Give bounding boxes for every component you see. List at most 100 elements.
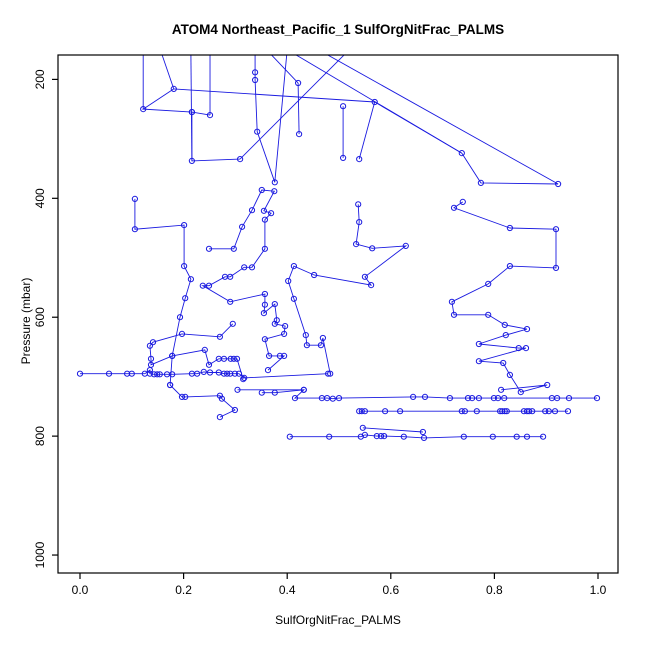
profile-line bbox=[191, 112, 241, 162]
data-point bbox=[128, 370, 135, 377]
data-point bbox=[182, 295, 189, 302]
data-point bbox=[281, 352, 288, 359]
data-point bbox=[271, 179, 278, 186]
data-point bbox=[227, 355, 234, 362]
data-point bbox=[302, 332, 309, 339]
data-point bbox=[248, 264, 256, 271]
data-point bbox=[182, 393, 189, 400]
x-axis-tick-label: 0.2 bbox=[175, 583, 192, 597]
profile-segment bbox=[239, 55, 345, 160]
data-point bbox=[281, 330, 288, 337]
data-point bbox=[565, 395, 573, 402]
data-point bbox=[523, 433, 531, 440]
x-axis-label: SulfOrgNitFrac_PALMS bbox=[275, 613, 401, 627]
data-point bbox=[382, 408, 389, 415]
data-point bbox=[151, 371, 158, 378]
data-point bbox=[261, 216, 268, 223]
data-point bbox=[76, 370, 84, 377]
data-point bbox=[290, 295, 297, 302]
data-point bbox=[233, 355, 241, 362]
plot-box bbox=[57, 54, 619, 574]
data-point bbox=[188, 157, 195, 164]
profile-line bbox=[201, 189, 286, 371]
data-point bbox=[501, 395, 508, 402]
data-point bbox=[230, 355, 237, 362]
profile-segment bbox=[326, 55, 559, 185]
data-point bbox=[229, 320, 236, 327]
y-axis-tick-label: 200 bbox=[33, 69, 47, 89]
data-point bbox=[317, 342, 324, 349]
data-point bbox=[325, 370, 332, 377]
data-point bbox=[458, 150, 465, 157]
data-point bbox=[240, 376, 247, 383]
profile-line bbox=[261, 389, 597, 400]
data-point bbox=[460, 433, 467, 440]
data-point bbox=[506, 224, 513, 232]
data-point bbox=[218, 395, 225, 402]
data-point bbox=[227, 298, 234, 305]
data-point bbox=[555, 180, 562, 188]
data-point bbox=[359, 424, 366, 431]
data-point bbox=[199, 282, 206, 289]
data-point bbox=[497, 408, 504, 415]
data-point bbox=[266, 352, 273, 359]
data-point bbox=[498, 386, 505, 393]
x-axis-tick-label: 0.6 bbox=[382, 583, 399, 597]
data-point bbox=[450, 311, 458, 318]
data-point bbox=[522, 345, 530, 352]
profile-line bbox=[134, 198, 192, 386]
data-point bbox=[327, 370, 334, 377]
data-point bbox=[303, 342, 310, 349]
data-point bbox=[324, 395, 331, 402]
data-point bbox=[377, 433, 385, 440]
data-point bbox=[216, 414, 223, 421]
data-point bbox=[490, 395, 497, 402]
data-point bbox=[552, 226, 560, 233]
data-point bbox=[545, 408, 552, 415]
data-point bbox=[551, 408, 559, 415]
y-axis-tick-label: 600 bbox=[33, 307, 47, 327]
data-point bbox=[169, 371, 176, 378]
data-point bbox=[523, 326, 531, 333]
data-point bbox=[361, 431, 368, 438]
data-point bbox=[147, 361, 155, 368]
data-point bbox=[200, 368, 207, 375]
data-point bbox=[358, 408, 365, 415]
data-point bbox=[552, 264, 560, 271]
data-point bbox=[355, 201, 362, 208]
data-point bbox=[220, 370, 228, 377]
data-point bbox=[499, 408, 506, 415]
data-point bbox=[500, 359, 507, 367]
data-point bbox=[446, 395, 453, 402]
data-point bbox=[361, 273, 368, 280]
data-point bbox=[329, 395, 336, 402]
data-point bbox=[477, 179, 484, 186]
data-point bbox=[513, 433, 520, 440]
data-point bbox=[206, 112, 214, 119]
data-point bbox=[335, 395, 343, 402]
data-point bbox=[356, 219, 363, 226]
data-point bbox=[264, 367, 272, 374]
profile-segment bbox=[274, 55, 288, 183]
data-point bbox=[194, 370, 201, 377]
x-axis-tick-label: 0.8 bbox=[486, 583, 503, 597]
data-point bbox=[397, 408, 404, 415]
data-point bbox=[205, 361, 213, 368]
data-point bbox=[261, 301, 268, 308]
data-point bbox=[178, 393, 186, 400]
data-point bbox=[205, 282, 213, 289]
data-point bbox=[140, 106, 147, 113]
data-point bbox=[230, 245, 237, 252]
data-point bbox=[201, 346, 208, 353]
data-point bbox=[554, 395, 561, 402]
data-point bbox=[526, 408, 533, 415]
y-axis-label: Pressure (mbar) bbox=[19, 277, 33, 365]
data-point bbox=[187, 276, 194, 283]
data-point bbox=[260, 310, 267, 317]
data-point bbox=[176, 314, 184, 321]
data-point bbox=[147, 355, 155, 362]
data-point bbox=[420, 434, 428, 441]
data-point bbox=[258, 186, 265, 194]
